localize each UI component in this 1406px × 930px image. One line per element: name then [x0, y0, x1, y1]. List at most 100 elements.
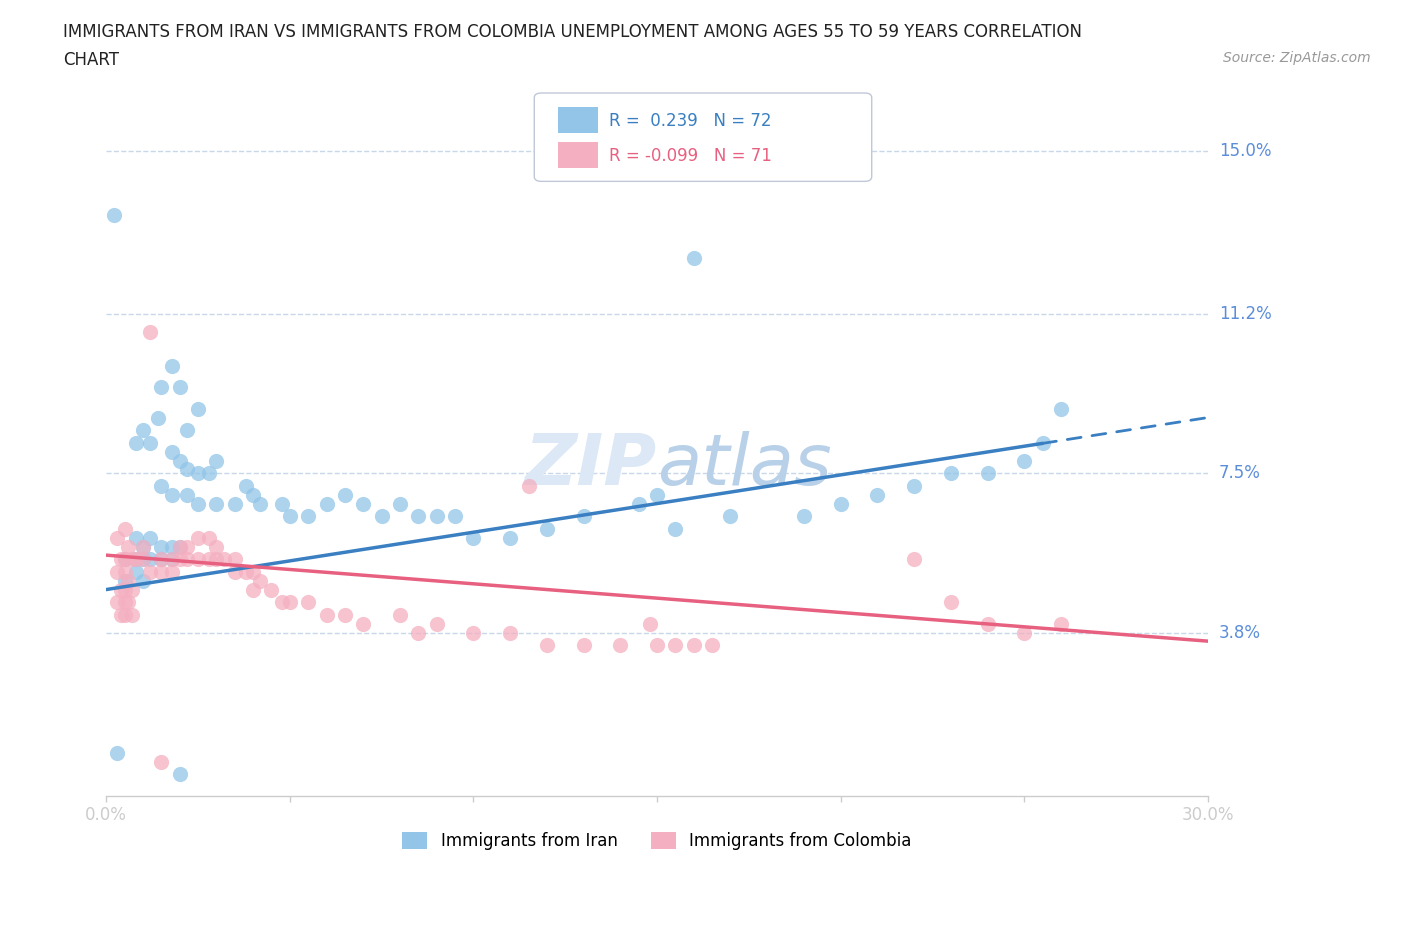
- Point: [205, 539, 228, 554]
- Point: [242, 487, 264, 502]
- Point: [830, 496, 852, 511]
- Point: [176, 539, 198, 554]
- Point: [976, 617, 998, 631]
- Point: [976, 466, 998, 481]
- Point: [249, 496, 271, 511]
- Text: 15.0%: 15.0%: [1219, 142, 1271, 160]
- Point: [114, 582, 136, 597]
- Point: [124, 436, 146, 451]
- Point: [1012, 453, 1035, 468]
- Point: [205, 552, 228, 567]
- Point: [645, 487, 668, 502]
- Point: [235, 565, 257, 579]
- Text: R =  0.239   N = 72: R = 0.239 N = 72: [609, 112, 772, 130]
- Point: [139, 436, 162, 451]
- Point: [426, 509, 449, 524]
- Point: [121, 552, 143, 567]
- Point: [114, 595, 136, 610]
- Text: 11.2%: 11.2%: [1219, 305, 1271, 324]
- Point: [162, 552, 184, 567]
- Point: [297, 509, 319, 524]
- Point: [110, 582, 132, 597]
- Point: [793, 509, 815, 524]
- Point: [499, 625, 522, 640]
- Text: R = -0.099   N = 71: R = -0.099 N = 71: [609, 147, 772, 166]
- Point: [463, 625, 485, 640]
- Point: [682, 638, 704, 653]
- Point: [939, 466, 962, 481]
- Point: [352, 617, 374, 631]
- Point: [370, 509, 392, 524]
- Point: [278, 509, 301, 524]
- Point: [572, 509, 595, 524]
- Point: [315, 608, 337, 623]
- Point: [408, 625, 430, 640]
- Text: CHART: CHART: [63, 51, 120, 69]
- Point: [224, 565, 246, 579]
- Point: [242, 565, 264, 579]
- Text: ZIP: ZIP: [524, 432, 657, 500]
- Point: [572, 638, 595, 653]
- Point: [162, 552, 184, 567]
- Point: [333, 608, 356, 623]
- Point: [426, 617, 449, 631]
- Point: [114, 552, 136, 567]
- Point: [105, 595, 128, 610]
- Point: [117, 574, 139, 589]
- Point: [124, 552, 146, 567]
- Point: [150, 552, 173, 567]
- Point: [297, 595, 319, 610]
- Point: [132, 539, 155, 554]
- Point: [124, 565, 146, 579]
- Point: [408, 509, 430, 524]
- Point: [700, 638, 723, 653]
- Point: [162, 539, 184, 554]
- Point: [1032, 436, 1054, 451]
- Point: [117, 539, 139, 554]
- Point: [132, 423, 155, 438]
- Point: [664, 522, 686, 537]
- Point: [187, 552, 209, 567]
- Point: [132, 539, 155, 554]
- Point: [162, 487, 184, 502]
- Point: [198, 466, 221, 481]
- Point: [139, 325, 162, 339]
- Point: [105, 530, 128, 545]
- Point: [609, 638, 631, 653]
- Point: [198, 552, 221, 567]
- Point: [117, 595, 139, 610]
- Point: [150, 754, 173, 769]
- Point: [114, 608, 136, 623]
- Point: [444, 509, 467, 524]
- Point: [235, 479, 257, 494]
- Point: [903, 479, 925, 494]
- Point: [103, 208, 125, 223]
- Point: [198, 530, 221, 545]
- Point: [249, 574, 271, 589]
- Point: [536, 522, 558, 537]
- Point: [388, 608, 411, 623]
- Point: [939, 595, 962, 610]
- Point: [114, 565, 136, 579]
- Point: [176, 487, 198, 502]
- Point: [463, 530, 485, 545]
- Point: [352, 496, 374, 511]
- Point: [242, 582, 264, 597]
- Point: [903, 552, 925, 567]
- Point: [105, 565, 128, 579]
- Point: [110, 608, 132, 623]
- Point: [260, 582, 283, 597]
- Point: [645, 638, 668, 653]
- Point: [124, 530, 146, 545]
- Point: [169, 539, 191, 554]
- Point: [114, 522, 136, 537]
- Point: [162, 445, 184, 459]
- Point: [169, 453, 191, 468]
- Point: [121, 582, 143, 597]
- Point: [150, 539, 173, 554]
- Point: [169, 552, 191, 567]
- Point: [866, 487, 889, 502]
- Point: [139, 552, 162, 567]
- Point: [187, 496, 209, 511]
- Point: [187, 402, 209, 417]
